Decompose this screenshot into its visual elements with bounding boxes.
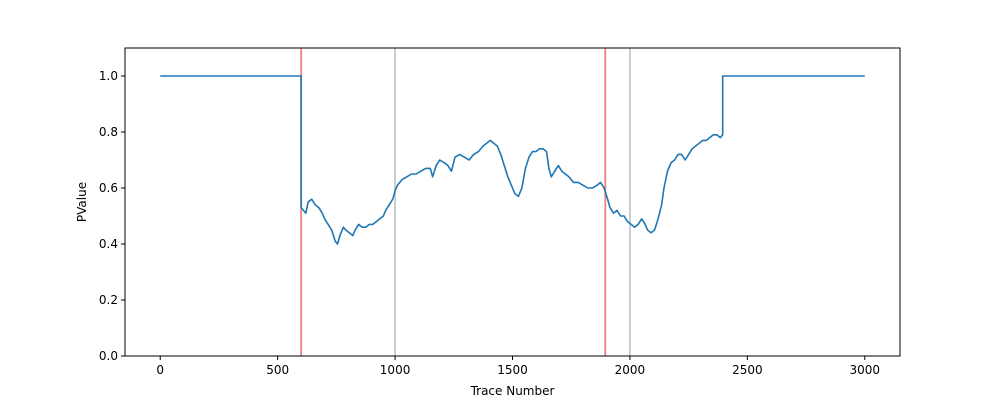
series-line-0 bbox=[160, 75, 865, 245]
x-tick-label: 1000 bbox=[380, 363, 411, 377]
y-tick-label: 0.6 bbox=[99, 181, 118, 195]
series-group bbox=[160, 75, 865, 245]
x-tick-label: 2500 bbox=[732, 363, 763, 377]
x-tick-label: 0 bbox=[156, 363, 164, 377]
y-axis-label: PValue bbox=[75, 182, 89, 222]
x-tick-label: 3000 bbox=[849, 363, 880, 377]
plot-area bbox=[125, 48, 900, 356]
y-tick-label: 0.2 bbox=[99, 293, 118, 307]
x-tick-label: 500 bbox=[266, 363, 289, 377]
y-tick-label: 0.8 bbox=[99, 125, 118, 139]
x-tick-label: 1500 bbox=[497, 363, 528, 377]
x-tick-label: 2000 bbox=[615, 363, 646, 377]
y-tick-label: 0.0 bbox=[99, 349, 118, 363]
y-tick-label: 1.0 bbox=[99, 69, 118, 83]
y-tick-label: 0.4 bbox=[99, 237, 118, 251]
x-axis-ticks: 0 500 1000 1500 2000 2500 3000 bbox=[156, 356, 880, 377]
x-axis-label: Trace Number bbox=[470, 384, 555, 398]
y-axis-ticks: 0.0 0.2 0.4 0.6 0.8 1.0 bbox=[99, 69, 125, 363]
